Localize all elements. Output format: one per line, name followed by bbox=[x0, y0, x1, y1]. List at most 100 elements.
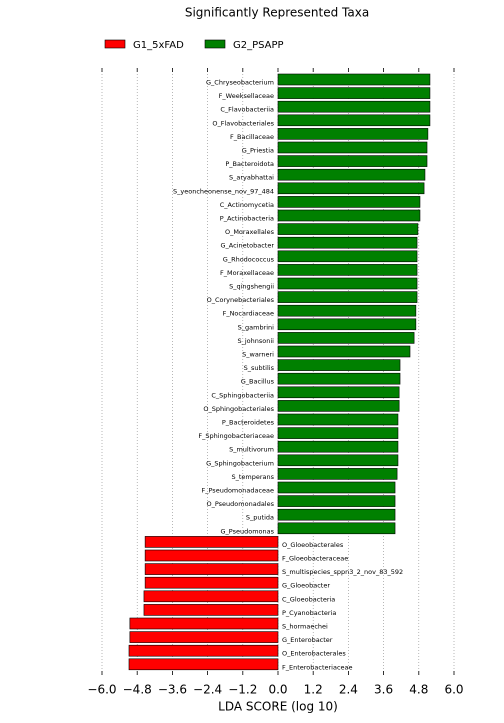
category-label: S_warneri bbox=[242, 351, 274, 359]
chart-title: Significantly Represented Taxa bbox=[185, 6, 369, 20]
category-label: O_Pseudomonadales bbox=[207, 500, 275, 508]
category-label: P_Actinobacteria bbox=[220, 215, 274, 223]
bar bbox=[128, 644, 279, 657]
legend-label: G1_5xFAD bbox=[133, 40, 184, 51]
bar bbox=[277, 236, 418, 249]
category-label: S_yeoncheonense_nov_97_484 bbox=[173, 187, 274, 195]
bar bbox=[277, 454, 399, 467]
bar bbox=[129, 617, 279, 630]
category-label: P_Bacteroidota bbox=[225, 160, 274, 168]
bar bbox=[277, 141, 428, 154]
category-label: F_Bacillaceae bbox=[230, 133, 274, 141]
x-tick-label: 4.8 bbox=[409, 683, 428, 697]
category-label: F_Pseudomonadaceae bbox=[202, 487, 274, 495]
bar bbox=[277, 332, 415, 344]
bar bbox=[143, 604, 279, 616]
category-label: S_hormaechei bbox=[282, 623, 328, 631]
bar bbox=[277, 359, 401, 371]
bar bbox=[277, 87, 431, 99]
category-label: S_subtilis bbox=[244, 364, 275, 372]
category-label: C_Flavobacteriia bbox=[220, 106, 274, 114]
category-label: O_Sphingobacteriales bbox=[203, 405, 274, 413]
category-label: C_Gloeobacteria bbox=[282, 595, 335, 603]
category-label: F_Nocardiaceae bbox=[223, 310, 274, 318]
x-tick-label: 2.4 bbox=[339, 683, 358, 697]
x-tick-label: −3.6 bbox=[158, 683, 187, 697]
bar bbox=[144, 549, 279, 562]
bar bbox=[277, 264, 418, 276]
category-label: S_gambrini bbox=[238, 323, 275, 331]
category-label: F_Weeksellaceae bbox=[219, 92, 274, 100]
bar bbox=[277, 400, 400, 412]
category-label: G_Rhodococcus bbox=[223, 255, 275, 263]
category-label: O_Moraxellales bbox=[225, 228, 275, 236]
bar bbox=[277, 168, 426, 181]
x-tick-label: 0.0 bbox=[268, 683, 287, 697]
category-label: P_Bacteroidetes bbox=[222, 419, 275, 427]
bar bbox=[277, 508, 396, 521]
bar bbox=[277, 304, 417, 317]
bar bbox=[277, 372, 401, 385]
bar bbox=[277, 155, 428, 167]
legend-label: G2_PSAPP bbox=[233, 40, 284, 51]
category-label: O_Corynebacteriales bbox=[207, 296, 275, 304]
bar bbox=[277, 291, 418, 303]
category-label: F_Sphingobacteriaceae bbox=[198, 432, 274, 440]
bar bbox=[277, 277, 418, 290]
bar bbox=[277, 427, 399, 439]
category-label: F_Gloeobacteraceae bbox=[282, 555, 348, 563]
bar bbox=[277, 468, 398, 480]
category-label: G_Bacillus bbox=[241, 378, 275, 386]
bar bbox=[277, 128, 429, 140]
legend-swatch bbox=[104, 39, 126, 49]
bar bbox=[128, 658, 279, 671]
category-label: G_Acinetobacter bbox=[220, 242, 274, 250]
bar bbox=[277, 182, 425, 195]
category-label: O_Gloeobacterales bbox=[282, 541, 344, 549]
bar bbox=[144, 563, 279, 575]
x-tick-label: 1.2 bbox=[304, 683, 323, 697]
category-label: G_Gloeobacter bbox=[282, 582, 330, 590]
x-tick-label: −2.4 bbox=[193, 683, 222, 697]
bar bbox=[144, 576, 279, 589]
category-label: G_Sphingobacterium bbox=[206, 459, 274, 467]
category-label: G_Enterobacter bbox=[282, 636, 333, 644]
bar bbox=[129, 631, 279, 643]
category-label: S_aryabhattai bbox=[229, 174, 274, 182]
bar bbox=[277, 114, 431, 127]
category-label: S_multispecies_sppn3_2_nov_83_592 bbox=[282, 568, 403, 576]
bar bbox=[277, 440, 399, 453]
category-label: G_Chryseobacterium bbox=[206, 79, 274, 87]
category-label: S_putida bbox=[246, 514, 274, 522]
bar bbox=[277, 413, 399, 426]
bar bbox=[277, 318, 417, 331]
category-label: P_Cyanobacteria bbox=[282, 609, 336, 617]
bar bbox=[277, 481, 396, 494]
bar bbox=[277, 73, 431, 86]
category-label: S_johnsonii bbox=[238, 337, 275, 345]
bar bbox=[277, 223, 419, 235]
bar bbox=[144, 536, 279, 548]
x-tick-label: −4.8 bbox=[123, 683, 152, 697]
bar bbox=[277, 386, 400, 399]
x-tick-label: −6.0 bbox=[87, 683, 116, 697]
x-tick-label: 3.6 bbox=[374, 683, 393, 697]
category-label: S_temperans bbox=[231, 473, 274, 481]
category-label: F_Moraxellaceae bbox=[220, 269, 274, 277]
category-label: S_multivorum bbox=[229, 446, 274, 454]
x-tick-label: −1.2 bbox=[228, 683, 257, 697]
bar bbox=[277, 522, 396, 535]
category-label: F_Enterobacteriaceae bbox=[282, 663, 353, 671]
bar bbox=[277, 495, 396, 507]
x-axis-label: LDA SCORE (log 10) bbox=[218, 700, 338, 714]
legend-swatch bbox=[204, 39, 226, 49]
category-label: C_Actinomycetia bbox=[220, 201, 274, 209]
bar bbox=[277, 100, 431, 113]
category-label: O_Flavobacteriales bbox=[212, 119, 274, 127]
category-label: C_Sphingobacteriia bbox=[211, 391, 274, 399]
category-label: S_qingshengii bbox=[229, 283, 274, 291]
bar bbox=[143, 590, 279, 603]
category-label: G_Pseudomonas bbox=[221, 527, 275, 535]
bar bbox=[277, 250, 418, 263]
